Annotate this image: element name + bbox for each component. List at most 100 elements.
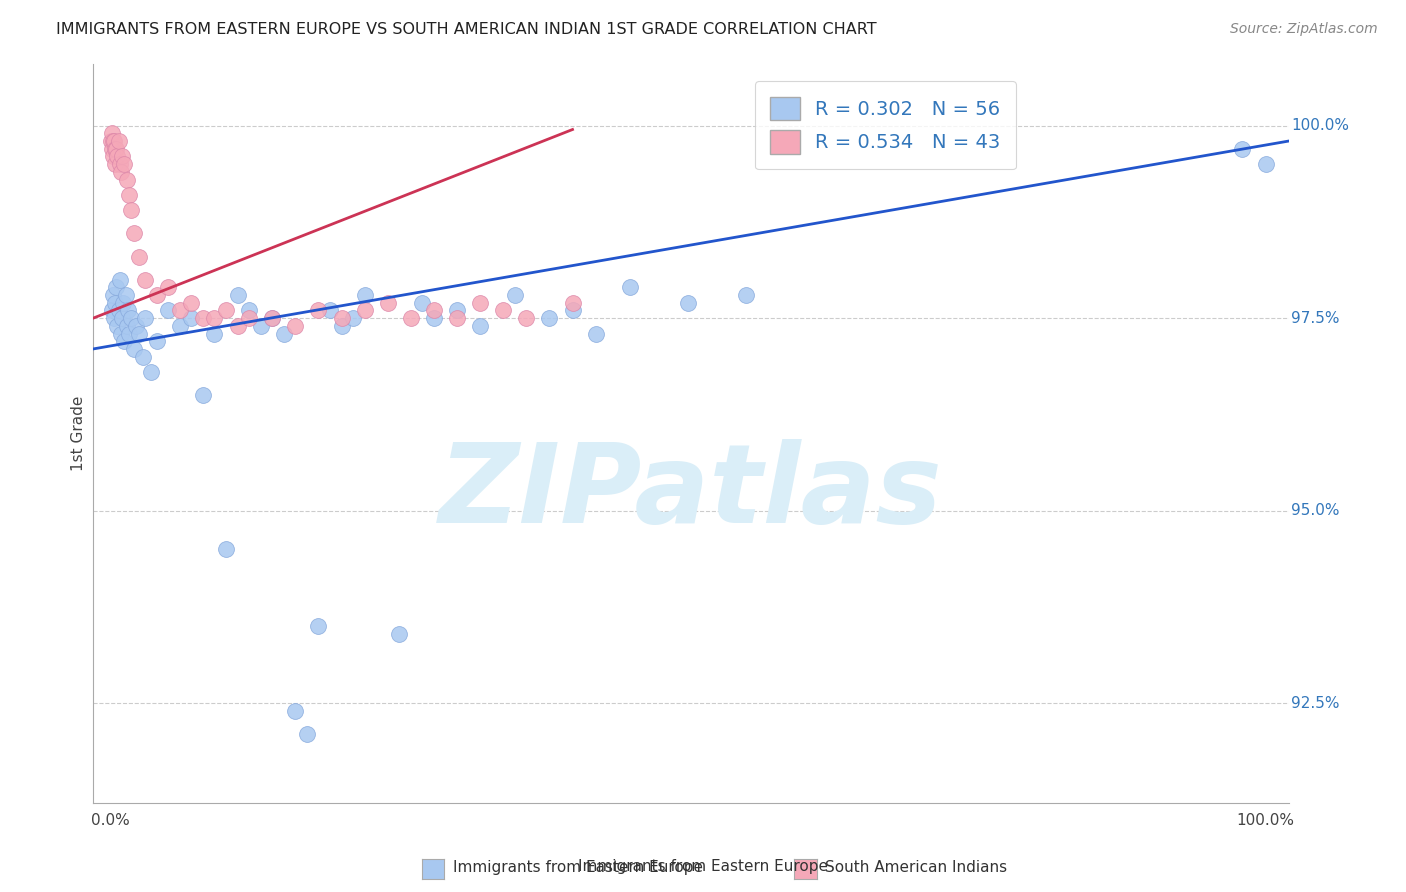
Point [561, 303, 583, 318]
Point [118, 188, 141, 202]
Point [125, 318, 148, 333]
Point [180, 295, 202, 310]
Point [111, 149, 134, 163]
Point [108, 273, 131, 287]
Point [215, 542, 238, 557]
Point [204, 326, 226, 341]
Text: Source: ZipAtlas.com: Source: ZipAtlas.com [1230, 22, 1378, 37]
Point [114, 288, 136, 302]
Point [107, 149, 129, 163]
Point [1254, 157, 1277, 171]
Point [377, 295, 399, 310]
Point [423, 311, 446, 326]
Point [262, 311, 284, 326]
Point [110, 326, 132, 341]
Point [307, 303, 329, 318]
Point [423, 303, 446, 318]
Point [238, 311, 260, 326]
Point [492, 303, 515, 318]
Text: IMMIGRANTS FROM EASTERN EUROPE VS SOUTH AMERICAN INDIAN 1ST GRADE CORRELATION CH: IMMIGRANTS FROM EASTERN EUROPE VS SOUTH … [56, 22, 877, 37]
Point [134, 273, 156, 287]
Point [115, 318, 138, 333]
Point [128, 326, 150, 341]
Point [561, 295, 583, 310]
Point [120, 203, 142, 218]
Point [128, 250, 150, 264]
Point [108, 157, 131, 171]
Point [112, 295, 135, 310]
Point [115, 172, 138, 186]
Point [101, 134, 124, 148]
Text: Immigrants from Eastern Europe: Immigrants from Eastern Europe [453, 860, 703, 874]
Point [411, 295, 433, 310]
Point [330, 318, 353, 333]
Point [353, 303, 375, 318]
Text: ZIPatlas: ZIPatlas [439, 439, 943, 546]
Point [117, 303, 139, 318]
Point [122, 342, 145, 356]
Point [105, 280, 128, 294]
Point [215, 303, 238, 318]
Point [103, 142, 125, 156]
Point [273, 326, 295, 341]
Point [468, 295, 491, 310]
Point [619, 280, 641, 294]
Point [503, 288, 526, 302]
Point [103, 311, 125, 326]
Point [1232, 142, 1254, 156]
Point [122, 227, 145, 241]
Point [284, 318, 307, 333]
Point [103, 134, 125, 148]
Text: South American Indians: South American Indians [825, 860, 1008, 874]
Point [319, 303, 342, 318]
Point [180, 311, 202, 326]
Point [446, 311, 468, 326]
Point [330, 311, 353, 326]
Point [112, 334, 135, 349]
Point [191, 388, 214, 402]
Y-axis label: 1st Grade: 1st Grade [72, 396, 86, 471]
Point [134, 311, 156, 326]
Point [538, 311, 561, 326]
Point [120, 311, 142, 326]
Point [118, 326, 141, 341]
Text: 95.0%: 95.0% [1291, 503, 1340, 518]
Point [676, 295, 699, 310]
Point [399, 311, 422, 326]
Point [249, 318, 271, 333]
Point [111, 311, 134, 326]
Point [169, 303, 191, 318]
Text: 100.0%: 100.0% [1291, 118, 1348, 133]
Point [307, 619, 329, 633]
Text: 92.5%: 92.5% [1291, 696, 1340, 711]
Point [238, 303, 260, 318]
Text: 97.5%: 97.5% [1291, 310, 1340, 326]
Point [104, 157, 127, 171]
Point [112, 157, 135, 171]
Point [101, 142, 124, 156]
Point [226, 288, 249, 302]
Point [104, 295, 127, 310]
Point [388, 627, 411, 641]
Point [101, 288, 124, 302]
Point [342, 311, 364, 326]
Point [169, 318, 191, 333]
Point [145, 334, 167, 349]
Point [145, 288, 167, 302]
Point [295, 727, 318, 741]
Point [204, 311, 226, 326]
Point [107, 318, 129, 333]
Point [105, 142, 128, 156]
Point [157, 303, 180, 318]
Text: Immigrants from Eastern Europe: Immigrants from Eastern Europe [578, 859, 828, 874]
Point [107, 134, 129, 148]
Point [110, 165, 132, 179]
Point [100, 127, 122, 141]
Point [468, 318, 491, 333]
Legend: R = 0.302   N = 56, R = 0.534   N = 43: R = 0.302 N = 56, R = 0.534 N = 43 [755, 81, 1017, 169]
Point [284, 704, 307, 718]
Point [100, 303, 122, 318]
Point [107, 303, 129, 318]
Point [157, 280, 180, 294]
Point [103, 149, 125, 163]
